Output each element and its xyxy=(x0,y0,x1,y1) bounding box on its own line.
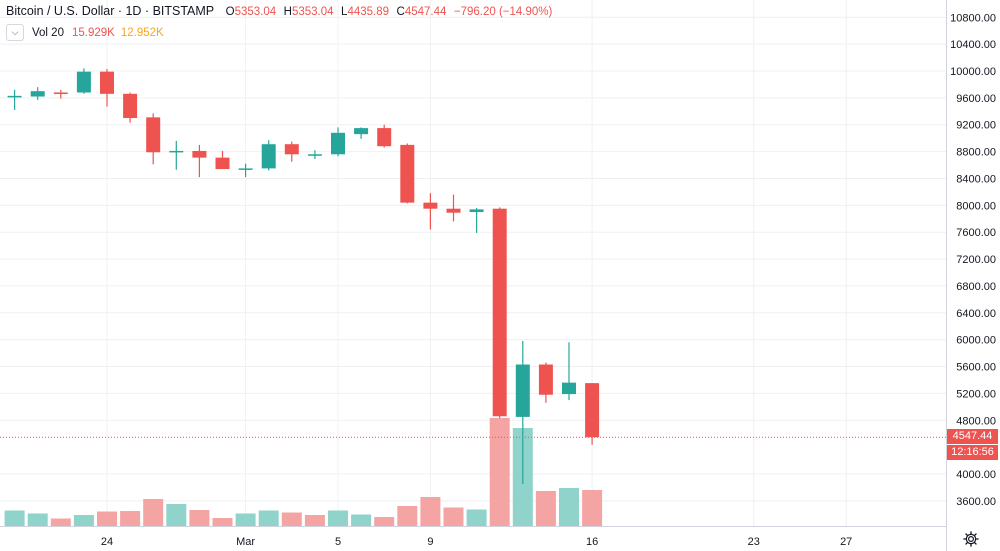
x-tick-label: 24 xyxy=(101,536,113,548)
volume-bar xyxy=(4,510,25,526)
candle-body xyxy=(492,208,507,417)
volume-ma-value: 12.952K xyxy=(120,26,164,39)
volume-bar xyxy=(143,499,164,526)
volume-bar xyxy=(559,488,579,526)
volume-bars xyxy=(4,418,603,526)
y-tick-label: 7200.00 xyxy=(956,254,996,266)
volume-bar xyxy=(374,517,395,526)
y-tick-label: 10000.00 xyxy=(950,66,996,78)
volume-bar xyxy=(535,491,556,526)
candle-body xyxy=(30,91,45,97)
y-tick-label: 9600.00 xyxy=(956,93,996,105)
volume-bar xyxy=(235,513,256,526)
volume-bar xyxy=(582,490,603,526)
volume-bar xyxy=(212,518,233,526)
candle-body xyxy=(169,150,184,153)
volume-bar xyxy=(27,513,48,526)
y-tick-label: 8400.00 xyxy=(956,173,996,185)
candle-body xyxy=(446,208,461,213)
y-tick-label: 6400.00 xyxy=(956,308,996,320)
volume-bar xyxy=(443,507,464,526)
close-value: 4547.44 xyxy=(404,6,447,18)
volume-bar xyxy=(351,514,372,526)
y-tick-label: 7600.00 xyxy=(956,227,996,239)
candle-body xyxy=(238,168,253,170)
candle-body xyxy=(562,382,576,395)
volume-bar xyxy=(304,515,325,526)
volume-legend: ⌵ Vol 20 15.929K 12.952K xyxy=(6,24,164,41)
y-tick-label: 5200.00 xyxy=(956,388,996,400)
volume-bar xyxy=(189,510,210,526)
candle-body xyxy=(123,93,138,119)
candle-body xyxy=(7,95,22,98)
candle-body xyxy=(261,144,276,169)
y-tick-label: 5600.00 xyxy=(956,362,996,374)
y-tick-label: 6000.00 xyxy=(956,335,996,347)
volume-bar xyxy=(166,504,187,526)
candle-body xyxy=(307,154,322,156)
low-value: 4435.89 xyxy=(347,6,390,18)
y-tick-label: 4000.00 xyxy=(956,469,996,481)
candle-body xyxy=(354,128,369,135)
grid-lines xyxy=(0,0,946,526)
candle-body xyxy=(538,364,553,395)
candle-body xyxy=(400,144,415,203)
candle-body xyxy=(377,128,392,147)
y-tick-label: 6800.00 xyxy=(956,281,996,293)
volume-bar xyxy=(281,512,302,526)
change-value: −796.20 (−14.90%) xyxy=(453,6,553,18)
volume-bar xyxy=(328,510,348,526)
candlesticks xyxy=(7,68,600,485)
x-tick-label: 9 xyxy=(427,536,433,548)
high-value: 5353.04 xyxy=(291,6,334,18)
y-tick-label: 4800.00 xyxy=(956,415,996,427)
x-tick-label: 27 xyxy=(840,536,852,548)
volume-label[interactable]: Vol 20 xyxy=(32,26,64,39)
chart-header: Bitcoin / U.S. Dollar · 1D · BITSTAMP O5… xyxy=(6,4,553,18)
y-tick-label: 10800.00 xyxy=(950,12,996,24)
volume-bar xyxy=(466,509,487,526)
gear-icon[interactable] xyxy=(962,530,980,548)
candle-body xyxy=(515,364,530,417)
candle-body xyxy=(146,117,161,153)
open-value: 5353.04 xyxy=(234,6,277,18)
volume-bar xyxy=(97,511,117,526)
candle-body xyxy=(215,157,230,170)
candle-body xyxy=(469,209,484,213)
candle-body xyxy=(76,71,91,93)
x-tick-label: Mar xyxy=(236,536,255,548)
volume-bar xyxy=(120,511,141,526)
last-price-tag: 4547.44 xyxy=(947,429,998,445)
y-tick-label: 8000.00 xyxy=(956,200,996,212)
candle-body xyxy=(53,92,68,94)
x-tick-label: 5 xyxy=(335,536,341,548)
volume-bar xyxy=(50,518,71,526)
countdown-tag: 12:16:56 xyxy=(947,445,998,461)
candle-body xyxy=(423,202,438,209)
volume-bar xyxy=(420,497,441,526)
candle-body xyxy=(100,71,114,94)
candle-body xyxy=(284,144,299,155)
y-tick-label: 3600.00 xyxy=(956,496,996,508)
x-tick-label: 23 xyxy=(748,536,760,548)
volume-value: 15.929K xyxy=(71,26,115,39)
volume-bar xyxy=(73,515,94,526)
volume-bar xyxy=(489,418,510,526)
volume-bar xyxy=(397,506,418,526)
candle-body xyxy=(192,150,207,158)
chevron-down-icon[interactable]: ⌵ xyxy=(6,24,24,41)
y-tick-label: 10400.00 xyxy=(950,39,996,51)
y-tick-label: 9200.00 xyxy=(956,120,996,132)
volume-bar xyxy=(258,510,279,526)
x-tick-label: 16 xyxy=(586,536,598,548)
candle-body xyxy=(585,383,600,438)
symbol-title[interactable]: Bitcoin / U.S. Dollar · 1D · BITSTAMP xyxy=(6,4,215,18)
y-tick-label: 8800.00 xyxy=(956,147,996,159)
candle-body xyxy=(331,132,345,155)
